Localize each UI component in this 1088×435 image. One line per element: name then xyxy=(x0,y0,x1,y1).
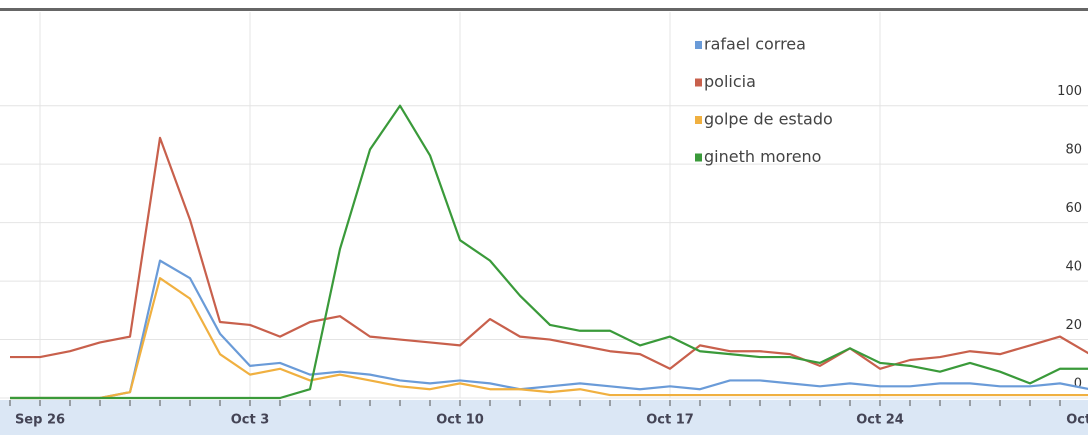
y-tick-label: 80 xyxy=(1065,143,1082,158)
x-axis-band xyxy=(0,400,1088,435)
legend-swatch xyxy=(695,153,702,162)
y-tick-label: 40 xyxy=(1065,260,1082,275)
y-tick-label: 60 xyxy=(1065,201,1082,216)
legend-label: golpe de estado xyxy=(704,110,833,129)
legend-label: gineth moreno xyxy=(704,147,821,166)
series-line xyxy=(10,104,1088,400)
x-tick-label: Oct 31 xyxy=(1066,413,1088,428)
legend-label: rafael correa xyxy=(704,35,806,54)
series-line xyxy=(10,277,1088,400)
series-line xyxy=(10,259,1088,400)
x-tick-label: Sep 26 xyxy=(15,413,65,428)
x-tick-label: Oct 17 xyxy=(646,413,694,428)
legend-swatch xyxy=(695,116,702,124)
x-tick-label: Oct 10 xyxy=(436,413,484,428)
legend-swatch xyxy=(695,41,702,49)
legend-label: policia xyxy=(704,72,756,91)
y-tick-label: 0 xyxy=(1074,377,1082,392)
y-tick-label: 100 xyxy=(1057,84,1082,99)
x-tick-label: Oct 3 xyxy=(231,413,270,428)
series-line xyxy=(10,136,1088,370)
y-tick-label: 20 xyxy=(1065,318,1082,333)
legend-swatch xyxy=(695,78,702,87)
top-rule xyxy=(0,8,1088,11)
x-tick-label: Oct 24 xyxy=(856,413,904,428)
